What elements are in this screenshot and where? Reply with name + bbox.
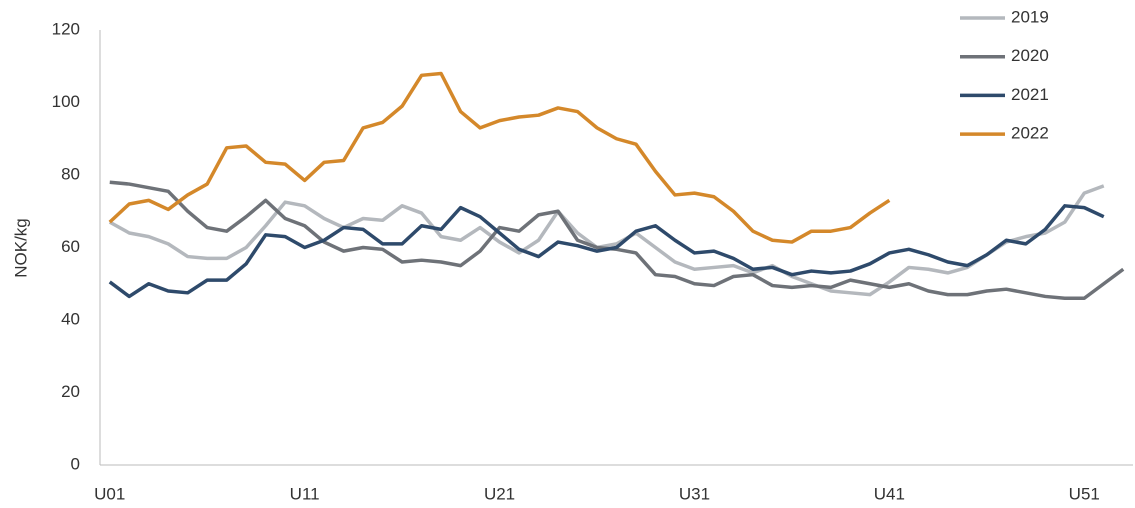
- y-tick-label: 60: [61, 237, 80, 256]
- y-tick-label: 0: [71, 454, 80, 473]
- y-tick-label: 120: [52, 19, 80, 38]
- series-line: [109, 180, 1125, 300]
- x-tick-label: U01: [94, 484, 125, 503]
- y-tick-label: 80: [61, 164, 80, 183]
- y-tick-label: 20: [61, 382, 80, 401]
- series-line: [108, 71, 891, 244]
- x-tick-label: U31: [679, 484, 710, 503]
- y-tick-label: 100: [52, 92, 80, 111]
- x-tick-label: U21: [484, 484, 515, 503]
- legend-label: 2019: [1011, 7, 1049, 26]
- legend-label: 2022: [1011, 124, 1049, 143]
- series-line: [108, 184, 1105, 297]
- legend-label: 2020: [1011, 46, 1049, 65]
- legend-label: 2021: [1011, 85, 1049, 104]
- x-tick-label: U51: [1069, 484, 1100, 503]
- y-axis-label: NOK/kg: [11, 218, 30, 278]
- series-line: [108, 204, 1105, 299]
- x-tick-label: U11: [290, 484, 320, 503]
- y-tick-label: 40: [61, 309, 80, 328]
- x-tick-label: U41: [874, 484, 905, 503]
